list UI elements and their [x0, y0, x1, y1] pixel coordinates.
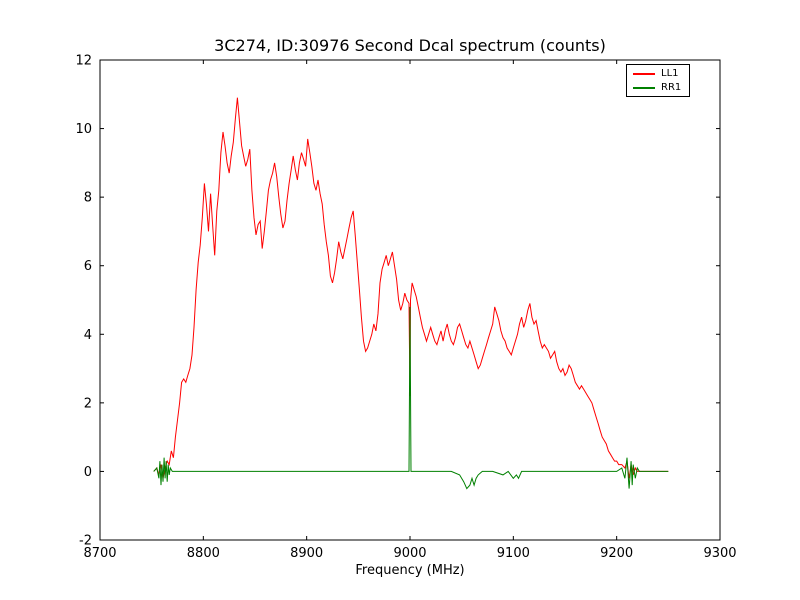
tick-label: 0	[84, 465, 92, 480]
tick-label: -2	[79, 534, 92, 549]
tick-label: 9200	[600, 546, 633, 561]
legend: LL1 RR1	[626, 64, 691, 97]
axis-ticks	[99, 59, 721, 541]
x-axis-label: Frequency (MHz)	[355, 563, 465, 578]
tick-label: 10	[75, 122, 92, 137]
ll1-line-swatch	[633, 72, 655, 75]
chart-title: 3C274, ID:30976 Second Dcal spectrum (co…	[214, 36, 606, 55]
tick-label: 9100	[497, 546, 530, 561]
legend-entry-rr1: RR1	[633, 82, 681, 93]
tick-label: 8	[84, 191, 92, 206]
legend-entry-ll1: LL1	[633, 68, 681, 79]
tick-label: 8700	[83, 546, 116, 561]
tick-label: 9000	[393, 546, 426, 561]
rr1-line-swatch	[633, 86, 655, 89]
tick-label: 9300	[703, 546, 736, 561]
tick-label: 8900	[290, 546, 323, 561]
tick-label: 6	[84, 259, 92, 274]
tick-label: 4	[84, 328, 92, 343]
legend-label-rr1: RR1	[661, 82, 682, 93]
legend-label-ll1: LL1	[661, 68, 679, 79]
series-RR1-line	[153, 306, 669, 490]
tick-label: 2	[84, 396, 92, 411]
series-LL1-line	[153, 97, 669, 479]
series-lines	[153, 97, 669, 490]
tick-label: 8800	[187, 546, 220, 561]
tick-label: 12	[75, 54, 92, 69]
axis-tick-labels: 8700 8800 8900 9000 9100 9200 9300 -2 0 2 4 6 8 10 12	[75, 54, 736, 562]
